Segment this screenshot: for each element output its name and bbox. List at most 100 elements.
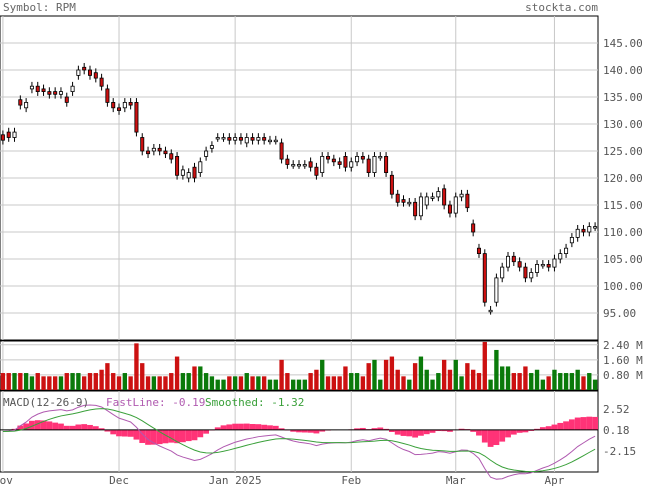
candle-body (389, 174, 394, 195)
macd-histogram-bar (191, 429, 198, 441)
macd-histogram-bar (272, 425, 279, 430)
volume-bar (302, 379, 307, 390)
macd-histogram-bar (505, 429, 511, 438)
volume-bar (511, 373, 516, 390)
candle-body (291, 164, 296, 167)
candle-body (111, 102, 116, 109)
macd-histogram-bar (528, 429, 535, 431)
volume-bar (587, 373, 592, 390)
volume-bar (203, 373, 209, 390)
volume-bar (169, 373, 174, 390)
macd-histogram-bar (296, 429, 302, 433)
candle-body (82, 66, 87, 71)
macd-histogram-bar (174, 429, 180, 444)
macd-histogram-bar (52, 422, 59, 430)
volume-bar (227, 376, 232, 390)
volume-bar (35, 373, 40, 390)
macd-fast-label: FastLine: -0.19 (106, 396, 205, 409)
candle-body (64, 96, 69, 103)
macd-histogram-bar (104, 429, 111, 432)
candle-body (93, 72, 98, 79)
volume-bar (407, 379, 412, 390)
candle-body (511, 255, 516, 263)
macd-histogram-bar (255, 424, 262, 430)
volume-bar (558, 373, 563, 390)
macd-histogram-bar (34, 420, 41, 430)
candle-body (180, 169, 185, 176)
macd-histogram-bar (214, 427, 221, 430)
volume-bar (291, 379, 296, 390)
price-tick-label: 145.00 (603, 37, 643, 50)
candle-body (558, 253, 563, 260)
candle-body (529, 272, 534, 279)
volume-bar (517, 373, 522, 390)
macd-histogram-bar (261, 424, 268, 430)
volume-bar (575, 369, 580, 390)
volume-bar (58, 376, 64, 390)
volume-bar (116, 376, 122, 390)
candle-body (238, 137, 243, 141)
volume-bar (569, 373, 575, 390)
price-tick-label: 115.00 (603, 199, 643, 212)
macd-tick-label: 2.52 (603, 403, 630, 416)
candle-body (192, 166, 197, 179)
candle-body (297, 164, 301, 167)
volume-bar (296, 379, 302, 390)
volume-bar (529, 373, 534, 390)
macd-histogram-bar (493, 429, 500, 446)
candle-body (447, 204, 452, 214)
candle-body (209, 145, 214, 149)
x-tick-label: Apr (545, 474, 565, 486)
volume-bar (581, 376, 586, 390)
volume-bar (337, 376, 342, 390)
candle-body (581, 228, 586, 233)
candle-body (128, 102, 133, 106)
candle-body (465, 193, 470, 209)
candle-body (471, 223, 476, 233)
candle-body (453, 196, 458, 214)
x-tick-label: Dec (109, 474, 129, 486)
volume-bar (18, 373, 23, 390)
volume-bar (389, 356, 395, 390)
volume-bar (163, 376, 168, 390)
candle-body (564, 247, 569, 254)
candle-body (285, 158, 290, 165)
macd-histogram-bar (522, 429, 529, 433)
volume-bar (320, 359, 325, 390)
volume-bar (360, 376, 366, 390)
volume-bar (0, 373, 6, 390)
volume-bar (128, 376, 133, 390)
macd-histogram-bar (226, 424, 233, 430)
candle-body (407, 201, 412, 205)
volume-bar (52, 376, 58, 390)
candle-body (140, 137, 145, 152)
volume-bar (424, 369, 429, 390)
macd-histogram-bar (313, 429, 320, 434)
macd-histogram-bar (290, 429, 297, 432)
volume-bar (372, 359, 377, 390)
volume-bar (12, 373, 17, 390)
macd-histogram-bar (139, 429, 146, 443)
candle-body (12, 131, 17, 138)
macd-histogram-bar (301, 429, 308, 433)
site-label[interactable]: stockta.com (525, 1, 598, 14)
macd-histogram-bar (516, 429, 523, 433)
macd-histogram-bar (429, 429, 436, 433)
candle-body (24, 102, 29, 109)
macd-histogram-bar (179, 429, 186, 443)
candle-body (360, 155, 365, 160)
volume-bar (470, 369, 476, 390)
candle-body (506, 255, 511, 268)
volume-bar (64, 373, 69, 390)
macd-histogram-bar (574, 417, 581, 430)
candle-body (384, 155, 389, 173)
candle-body (337, 161, 342, 165)
candle-body (575, 228, 580, 238)
macd-histogram-bar (307, 429, 314, 433)
volume-bar (476, 373, 482, 390)
volume-bar (145, 376, 151, 390)
volume-bar (349, 373, 354, 390)
macd-histogram-bar (476, 429, 482, 436)
macd-histogram-bar (23, 423, 30, 430)
macd-histogram-bar (203, 429, 210, 434)
